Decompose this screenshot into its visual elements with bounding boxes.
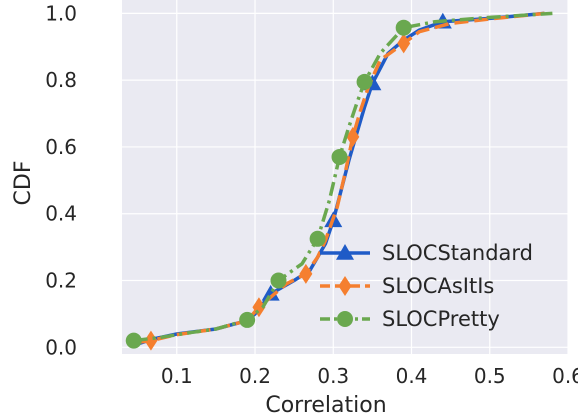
x-tick-label: 0.4 bbox=[396, 364, 428, 388]
series-line bbox=[133, 11, 553, 343]
legend-marker bbox=[336, 244, 354, 260]
x-tick-label: 0.1 bbox=[161, 364, 193, 388]
x-tick-label: 0.5 bbox=[474, 364, 506, 388]
legend: SLOCStandard SLOCAsItIs SLOCPretty bbox=[320, 241, 533, 331]
x-tick-label: 0.3 bbox=[317, 364, 349, 388]
legend-marker bbox=[337, 311, 353, 327]
tick-labels: 0.1 0.2 0.3 0.4 0.5 0.6 0.0 0.2 0.4 0.6 0.8 1.0 bbox=[45, 1, 578, 388]
legend-label: SLOCPretty bbox=[382, 307, 500, 331]
legend-item: SLOCPretty bbox=[320, 307, 500, 331]
x-tick-label: 0.2 bbox=[239, 364, 271, 388]
y-tick-label: 0.4 bbox=[45, 202, 77, 226]
data-point bbox=[397, 33, 411, 54]
y-tick-label: 0.2 bbox=[45, 269, 77, 293]
data-point bbox=[239, 311, 256, 328]
y-tick-label: 0.0 bbox=[45, 335, 77, 359]
x-axis-label: Correlation bbox=[265, 393, 386, 418]
y-tick-label: 0.6 bbox=[45, 135, 77, 159]
series-line bbox=[137, 11, 545, 345]
legend-label: SLOCAsItIs bbox=[382, 274, 494, 298]
legend-label: SLOCStandard bbox=[382, 241, 533, 265]
y-axis-label: CDF bbox=[11, 161, 36, 206]
data-point bbox=[395, 19, 412, 36]
data-point bbox=[356, 73, 373, 90]
legend-item: SLOCAsItIs bbox=[320, 274, 494, 298]
series-group bbox=[125, 11, 553, 351]
data-point bbox=[144, 330, 158, 351]
y-tick-label: 1.0 bbox=[45, 1, 77, 25]
data-point bbox=[270, 272, 287, 289]
data-point bbox=[125, 332, 142, 349]
grid bbox=[122, 0, 569, 354]
y-tick-label: 0.8 bbox=[45, 68, 77, 92]
series-SLOCPretty bbox=[125, 11, 553, 349]
data-point bbox=[299, 263, 313, 284]
data-point bbox=[331, 148, 348, 165]
x-tick-label: 0.6 bbox=[552, 364, 578, 388]
data-point bbox=[309, 230, 326, 247]
legend-item: SLOCStandard bbox=[320, 241, 533, 265]
data-point bbox=[346, 126, 360, 147]
data-point bbox=[261, 284, 280, 301]
legend-marker bbox=[338, 276, 352, 296]
